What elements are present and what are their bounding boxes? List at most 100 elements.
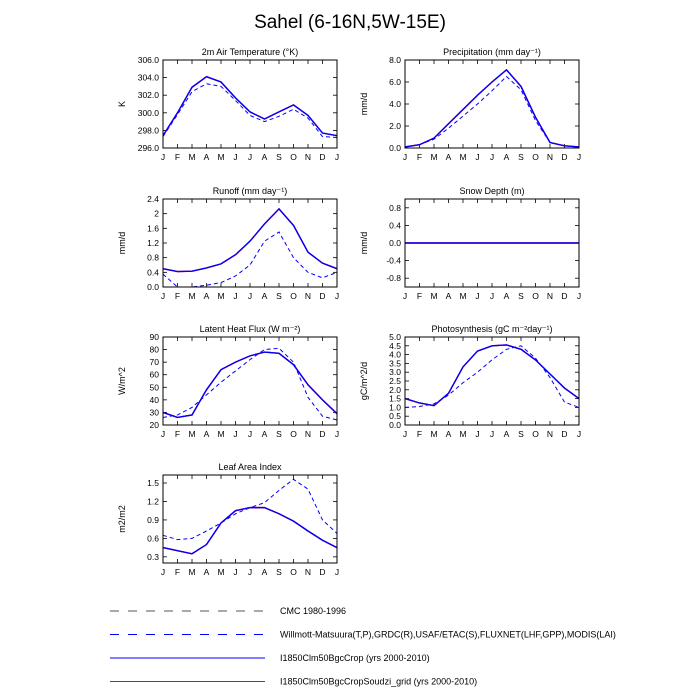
- x-tick-label: F: [417, 291, 422, 301]
- series-line: [162, 506, 338, 555]
- y-tick-label: 304.0: [138, 73, 160, 83]
- x-tick-label: J: [475, 429, 479, 439]
- plot-frame: [404, 198, 580, 288]
- y-tick-label: 1.2: [147, 496, 159, 506]
- y-axis-label: m2/m2: [117, 505, 127, 533]
- plot-frame: [404, 336, 580, 426]
- plot-frame: [162, 336, 338, 426]
- x-tick-label: J: [403, 291, 407, 301]
- series-line: [162, 207, 338, 273]
- x-tick-label: M: [188, 567, 195, 577]
- y-tick-label: 0.9: [147, 515, 159, 525]
- plot-frame: [404, 59, 580, 149]
- series-line: [404, 344, 580, 407]
- x-tick-label: N: [547, 152, 553, 162]
- y-tick-label: -0.8: [386, 273, 401, 283]
- series-line: [162, 506, 338, 555]
- x-tick-label: J: [490, 429, 494, 439]
- x-tick-label: D: [561, 291, 567, 301]
- x-tick-label: D: [561, 152, 567, 162]
- x-tick-label: F: [175, 429, 180, 439]
- y-tick-label: 30: [150, 407, 160, 417]
- x-tick-label: F: [175, 152, 180, 162]
- x-tick-label: S: [276, 567, 282, 577]
- y-tick-label: 2.5: [389, 376, 401, 386]
- x-tick-label: D: [319, 429, 325, 439]
- y-tick-label: 5.0: [389, 332, 401, 342]
- x-tick-label: M: [430, 152, 437, 162]
- series-line: [162, 231, 338, 288]
- x-tick-label: O: [290, 152, 297, 162]
- plot-frame: [162, 198, 338, 288]
- x-tick-label: J: [475, 291, 479, 301]
- x-tick-label: M: [217, 429, 224, 439]
- x-tick-label: J: [335, 291, 339, 301]
- x-tick-label: J: [248, 429, 252, 439]
- y-tick-label: 70: [150, 357, 160, 367]
- x-tick-label: A: [204, 152, 210, 162]
- x-tick-label: J: [490, 291, 494, 301]
- x-tick-label: J: [335, 152, 339, 162]
- legend-label: I1850Clm50BgcCrop (yrs 2000-2010): [280, 653, 430, 663]
- series-line: [162, 83, 338, 138]
- y-tick-label: 40: [150, 395, 160, 405]
- legend-label: Willmott-Matsuura(T,P),GRDC(R),USAF/ETAC…: [280, 630, 616, 640]
- y-tick-label: 298.0: [138, 125, 160, 135]
- x-tick-label: J: [577, 152, 581, 162]
- x-tick-label: M: [188, 291, 195, 301]
- x-tick-label: A: [262, 429, 268, 439]
- panel-title: Runoff (mm day⁻¹): [213, 186, 288, 196]
- y-tick-label: 302.0: [138, 90, 160, 100]
- x-tick-label: F: [175, 291, 180, 301]
- series-line: [162, 347, 338, 421]
- panel-title: Leaf Area Index: [218, 462, 282, 472]
- x-tick-label: S: [518, 291, 524, 301]
- y-tick-label: 20: [150, 420, 160, 430]
- x-tick-label: A: [262, 152, 268, 162]
- x-tick-label: M: [188, 429, 195, 439]
- x-tick-label: A: [204, 429, 210, 439]
- y-axis-label: K: [117, 101, 127, 107]
- y-tick-label: 6.0: [389, 77, 401, 87]
- y-tick-label: 50: [150, 382, 160, 392]
- x-tick-label: J: [233, 567, 237, 577]
- x-tick-label: S: [276, 291, 282, 301]
- x-tick-label: J: [475, 152, 479, 162]
- legend-label: I1850Clm50BgcCropSoudzi_grid (yrs 2000-2…: [280, 677, 477, 687]
- plot-frame: [162, 474, 338, 564]
- x-tick-label: M: [217, 152, 224, 162]
- y-tick-label: 8.0: [389, 55, 401, 65]
- y-tick-label: 4.0: [389, 99, 401, 109]
- x-tick-label: J: [248, 291, 252, 301]
- x-tick-label: D: [319, 152, 325, 162]
- x-tick-label: D: [319, 291, 325, 301]
- x-tick-label: N: [305, 429, 311, 439]
- y-tick-label: 2.4: [147, 194, 159, 204]
- y-tick-label: 0.8: [147, 253, 159, 263]
- x-tick-label: A: [262, 291, 268, 301]
- x-tick-label: M: [430, 429, 437, 439]
- series-line: [404, 75, 580, 148]
- y-axis-label: mm/d: [117, 232, 127, 255]
- y-tick-label: 1.0: [389, 402, 401, 412]
- x-tick-label: N: [547, 429, 553, 439]
- x-tick-label: A: [204, 567, 210, 577]
- x-tick-label: O: [532, 152, 539, 162]
- y-tick-label: 1.6: [147, 223, 159, 233]
- x-tick-label: D: [561, 429, 567, 439]
- y-tick-label: 2.0: [389, 121, 401, 131]
- x-tick-label: J: [248, 567, 252, 577]
- series-line: [404, 68, 580, 148]
- x-tick-label: S: [518, 152, 524, 162]
- x-tick-label: J: [161, 429, 165, 439]
- x-tick-label: D: [319, 567, 325, 577]
- x-tick-label: J: [577, 291, 581, 301]
- x-tick-label: J: [233, 429, 237, 439]
- y-tick-label: 296.0: [138, 143, 160, 153]
- y-tick-label: 0.6: [147, 533, 159, 543]
- x-tick-label: N: [305, 291, 311, 301]
- y-tick-label: 1.5: [147, 478, 159, 488]
- plot-frame: [162, 59, 338, 149]
- x-tick-label: F: [175, 567, 180, 577]
